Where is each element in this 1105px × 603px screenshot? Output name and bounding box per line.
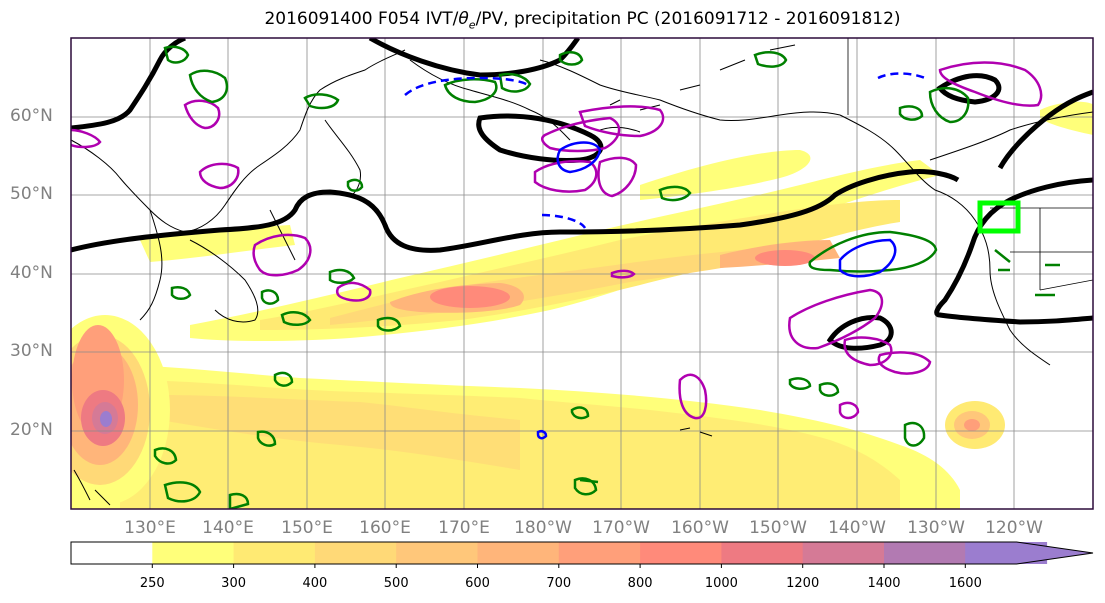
lat-label-60: 60°N	[10, 106, 53, 126]
ivt-shading	[71, 101, 1093, 509]
colorbar-segment	[558, 542, 641, 564]
colorbar-segment	[802, 542, 885, 564]
lon-label-170e: 170°E	[438, 518, 490, 538]
colorbar-tick-label: 1200	[786, 576, 820, 591]
borders	[847, 38, 1093, 291]
colorbar-tick-label: 1000	[704, 576, 738, 591]
colorbar-tick-label: 700	[546, 576, 572, 591]
lon-label-140e: 140°E	[202, 518, 254, 538]
lon-label-120w: 120°W	[985, 518, 1043, 538]
lon-label-160w: 160°W	[671, 518, 729, 538]
colorbar-tick-label: 300	[221, 576, 247, 591]
negative-contours	[404, 72, 926, 440]
lat-label-40: 40°N	[10, 263, 53, 283]
colorbar-tick-label: 1600	[948, 576, 982, 591]
colorbar-tick-label: 250	[139, 576, 165, 591]
map-frame	[70, 37, 1094, 510]
colorbar-segment	[640, 542, 722, 564]
lon-label-170w: 170°W	[592, 518, 650, 538]
colorbar-segment	[477, 542, 560, 564]
map-title: 2016091400 F054 IVT/θe/PV, precipitation…	[264, 9, 901, 32]
lon-label-130e: 130°E	[124, 518, 176, 538]
pv-contours	[71, 61, 1043, 420]
colorbar-tick-label: 600	[465, 576, 490, 591]
colorbar-extension	[965, 542, 1093, 564]
lon-label-160e: 160°E	[359, 518, 411, 538]
lon-label-180w: 180°W	[514, 518, 572, 538]
colorbar-outline	[70, 541, 1094, 565]
lat-label-30: 30°N	[10, 341, 53, 361]
lon-label-150e: 150°E	[281, 518, 333, 538]
colorbar-segment	[314, 542, 397, 564]
coastlines	[71, 44, 1093, 506]
colorbar-segment	[233, 542, 316, 564]
lon-label-130w: 130°W	[907, 518, 965, 538]
colorbar-tick-label: 800	[627, 576, 653, 591]
colorbar-tick-label: 500	[383, 576, 409, 591]
colorbar-segment	[152, 542, 235, 564]
colorbar-segment	[71, 542, 153, 564]
colorbar-segment	[721, 542, 804, 564]
lat-label-20: 20°N	[10, 420, 53, 440]
colorbar-tick-label: 400	[302, 576, 328, 591]
lon-label-140w: 140°W	[828, 518, 886, 538]
colorbar-tick-label: 1400	[867, 576, 901, 591]
lon-label-150w: 150°W	[749, 518, 807, 538]
lat-label-50: 50°N	[10, 184, 53, 204]
colorbar-segment	[396, 542, 478, 564]
region-highlight-box	[977, 200, 1021, 234]
colorbar	[70, 541, 1094, 568]
colorbar-segment	[884, 542, 966, 564]
